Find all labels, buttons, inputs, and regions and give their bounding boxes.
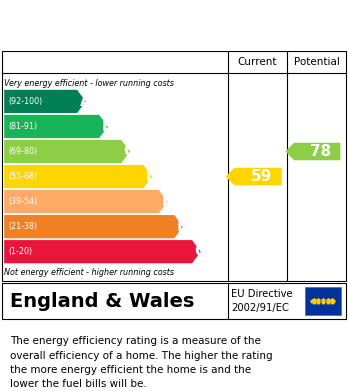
Polygon shape — [4, 215, 183, 238]
Text: England & Wales: England & Wales — [10, 292, 195, 310]
Text: 59: 59 — [250, 169, 272, 184]
Text: Potential: Potential — [294, 57, 340, 67]
Text: 78: 78 — [309, 144, 331, 159]
Polygon shape — [4, 240, 201, 263]
Text: (21-38): (21-38) — [8, 222, 38, 231]
Text: (69-80): (69-80) — [8, 147, 38, 156]
Text: F: F — [177, 219, 187, 234]
Text: C: C — [124, 144, 135, 159]
Text: E: E — [161, 194, 172, 209]
Text: The energy efficiency rating is a measure of the
overall efficiency of a home. T: The energy efficiency rating is a measur… — [10, 336, 273, 389]
Polygon shape — [4, 165, 152, 188]
Text: A: A — [80, 94, 91, 109]
Text: Current: Current — [238, 57, 277, 67]
Text: Very energy efficient - lower running costs: Very energy efficient - lower running co… — [4, 79, 174, 88]
Text: (1-20): (1-20) — [8, 247, 32, 256]
Text: (39-54): (39-54) — [8, 197, 38, 206]
Polygon shape — [4, 140, 130, 163]
Bar — [304, 287, 341, 315]
Polygon shape — [4, 115, 108, 138]
Text: G: G — [195, 244, 207, 259]
Text: (92-100): (92-100) — [8, 97, 42, 106]
Polygon shape — [226, 168, 282, 185]
Text: D: D — [146, 169, 158, 184]
Polygon shape — [4, 190, 167, 213]
Text: EU Directive
2002/91/EC: EU Directive 2002/91/EC — [231, 289, 293, 313]
Text: Energy Efficiency Rating: Energy Efficiency Rating — [10, 16, 239, 34]
Polygon shape — [4, 90, 86, 113]
Text: (55-68): (55-68) — [8, 172, 38, 181]
Polygon shape — [285, 143, 340, 160]
Text: (81-91): (81-91) — [8, 122, 38, 131]
Text: Not energy efficient - higher running costs: Not energy efficient - higher running co… — [4, 268, 174, 277]
Text: B: B — [102, 119, 113, 134]
